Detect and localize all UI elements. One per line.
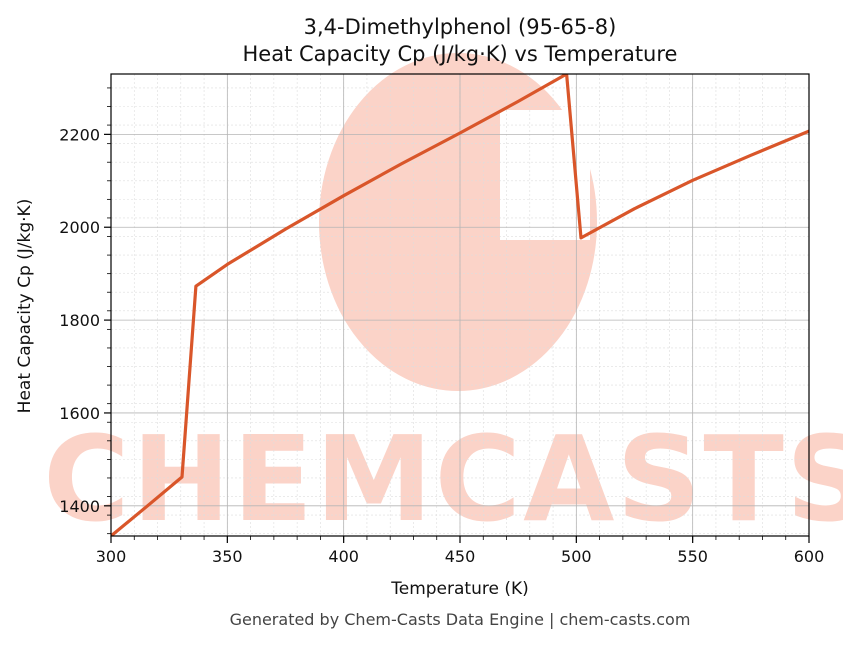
x-tick-label: 300 — [96, 547, 127, 566]
y-tick-label: 1800 — [59, 311, 100, 330]
y-tick-label: 1400 — [59, 497, 100, 516]
x-tick-label: 350 — [212, 547, 243, 566]
y-tick-label: 2200 — [59, 125, 100, 144]
y-tick-label: 1600 — [59, 404, 100, 423]
chart-subtitle: Heat Capacity Cp (J/kg·K) vs Temperature — [243, 42, 678, 66]
footer-text: Generated by Chem-Casts Data Engine | ch… — [230, 610, 691, 629]
x-tick-label: 400 — [328, 547, 359, 566]
series-layer — [111, 74, 809, 536]
series-line-0 — [111, 74, 809, 536]
grid — [110, 74, 810, 536]
y-axis-label: Heat Capacity Cp (J/kg·K) — [15, 199, 35, 414]
chart-title: 3,4-Dimethylphenol (95-65-8) — [304, 15, 617, 39]
x-tick-label: 550 — [677, 547, 708, 566]
x-tick-label: 600 — [794, 547, 825, 566]
x-tick-label: 450 — [445, 547, 476, 566]
ticks: 300 350 400 450 500 550 600 1400 1600 1800 2000 220… — [59, 87, 825, 566]
x-tick-label: 500 — [561, 547, 592, 566]
watermark-text: CHEMCASTS — [43, 410, 843, 548]
x-axis-label: Temperature (K) — [390, 579, 529, 599]
y-tick-label: 2000 — [59, 218, 100, 237]
